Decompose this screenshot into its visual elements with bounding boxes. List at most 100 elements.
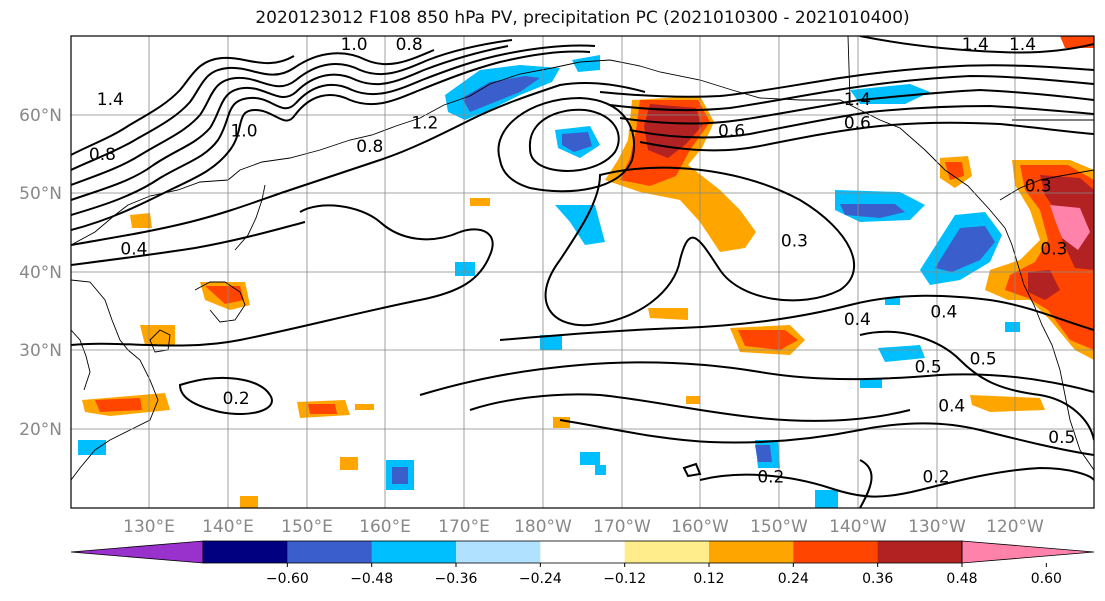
- pv-contour: [559, 419, 1094, 456]
- coastline: [71, 329, 91, 391]
- colorbar-tick-label: −0.36: [435, 571, 478, 587]
- lon-label: 130°E: [123, 517, 175, 537]
- contour-label: 0.2: [922, 468, 949, 488]
- lon-label: 150°W: [750, 517, 808, 537]
- contour-label: 0.8: [396, 35, 423, 55]
- contour-label: 1.4: [97, 90, 124, 110]
- colorbar-tick-label: −0.48: [350, 571, 393, 587]
- map-title: 2020123012 F108 850 hPa PV, precipitatio…: [255, 8, 910, 28]
- lat-label: 40°N: [19, 263, 62, 283]
- coastline: [194, 281, 246, 323]
- lon-label: 140°W: [829, 517, 887, 537]
- colorbar-extend-high: [961, 540, 1095, 564]
- precip-anomaly-negative: [555, 205, 605, 245]
- precip-anomaly-negative: [1005, 322, 1020, 332]
- map-plot-area: 1.0 0.8 1.4 1.0 0.8 0.8 1.2 0.4 0.2 1.4 0.6 0.6 1.4 1…: [71, 35, 1094, 508]
- pv-contour: [71, 44, 596, 216]
- precip-anomaly-positive: [340, 457, 358, 470]
- precip-anomaly-negative: [462, 76, 540, 112]
- contour-label: 0.6: [718, 121, 745, 141]
- colorbar-segment: [793, 541, 879, 563]
- lon-label: 130°W: [908, 517, 966, 537]
- colorbar-extend-low: [70, 540, 204, 564]
- precip-anomaly-positive: [945, 162, 964, 180]
- lon-label: 140°E: [202, 517, 254, 537]
- map-frame: [70, 35, 1095, 509]
- lat-label: 30°N: [19, 341, 62, 361]
- lat-label: 60°N: [19, 106, 62, 126]
- pv-contour: [497, 96, 636, 193]
- contour-label: 1.4: [962, 35, 989, 55]
- pv-contour: [178, 376, 273, 416]
- contour-label: 0.3: [1040, 239, 1067, 259]
- precip-anomaly-negative: [540, 335, 562, 350]
- lon-label: 180°W: [514, 517, 572, 537]
- colorbar-tick-label: 0.36: [862, 571, 893, 587]
- precip-anomaly-negative: [755, 445, 772, 462]
- colorbar-segment: [877, 541, 963, 563]
- colorbar-tick-label: −0.12: [603, 571, 646, 587]
- colorbar-frame: [202, 540, 963, 564]
- pv-contour: [71, 45, 509, 201]
- pv-contour: [469, 393, 911, 422]
- colorbar-tick-label: 0.60: [1031, 571, 1062, 587]
- pv-contour: [71, 50, 591, 231]
- coastline: [234, 184, 266, 251]
- precip-anomaly-positive: [130, 213, 152, 228]
- pv-contour: [619, 88, 1094, 125]
- precip-anomaly-negative: [815, 490, 838, 508]
- precip-anomaly-negative: [840, 204, 905, 218]
- pv-contours: [71, 36, 1094, 508]
- contour-label: 0.3: [1025, 176, 1052, 196]
- colorbar-tick-label: −0.60: [266, 571, 309, 587]
- lon-label: 120°W: [986, 517, 1044, 537]
- contour-label: 0.2: [757, 468, 784, 488]
- pv-contour: [682, 462, 702, 478]
- colorbar-segment: [287, 541, 373, 563]
- contour-label: 0.8: [356, 137, 383, 157]
- pv-contour: [544, 166, 856, 327]
- longitude-axis: 130°E 140°E 150°E 160°E 170°E 180°W 170°…: [123, 517, 1044, 537]
- coastline: [1004, 227, 1094, 471]
- colorbar-tick-label: −0.24: [519, 571, 562, 587]
- lat-label: 20°N: [19, 420, 62, 440]
- graticule: [71, 36, 1094, 508]
- pv-contour: [859, 330, 1094, 441]
- coastline: [847, 36, 851, 101]
- contour-label: 1.0: [341, 35, 368, 55]
- colorbar-segment: [709, 541, 794, 563]
- precip-anomaly-positive: [240, 496, 258, 508]
- pv-contour: [528, 108, 620, 172]
- contour-label: 0.5: [970, 350, 997, 370]
- contour-label: 0.6: [844, 114, 871, 134]
- contour-label: 0.2: [223, 389, 250, 409]
- contour-labels: 1.0 0.8 1.4 1.0 0.8 0.8 1.2 0.4 0.2 1.4 0.6 0.6 1.4 1…: [89, 35, 1075, 488]
- pv-contour: [699, 466, 1094, 498]
- pv-contour: [859, 36, 1094, 54]
- contour-label: 0.3: [781, 232, 808, 252]
- contour-label: 0.4: [938, 397, 965, 417]
- precip-anomaly-negative: [562, 132, 592, 152]
- pv-contour: [639, 121, 1094, 152]
- latitude-axis: 60°N 50°N 40°N 30°N 20°N: [19, 106, 62, 440]
- colorbar: −0.60 −0.48 −0.36 −0.24 −0.12 0.12 0.24 0.36 0.4…: [70, 540, 1095, 587]
- contour-label: 0.5: [915, 357, 942, 377]
- pv-contour: [629, 104, 1094, 139]
- pv-contour: [71, 39, 513, 186]
- colorbar-segment: [624, 541, 710, 563]
- pv-contour: [499, 294, 1094, 341]
- precip-anomaly-positive: [205, 286, 244, 304]
- precip-anomaly-negative: [580, 452, 600, 465]
- pv-contour: [419, 361, 1094, 396]
- precip-anomaly-positive: [553, 417, 570, 428]
- precip-anomaly-positive: [686, 396, 700, 404]
- precip-anomaly-negative: [878, 345, 925, 362]
- precip-anomaly-negative: [935, 226, 995, 272]
- precip-anomaly-positive: [1050, 205, 1090, 250]
- pv-contour: [609, 74, 1094, 112]
- lon-label: 150°E: [281, 517, 333, 537]
- precip-anomaly-negative: [78, 440, 106, 455]
- precip-anomaly-negative: [572, 55, 600, 72]
- pv-contour: [299, 204, 461, 241]
